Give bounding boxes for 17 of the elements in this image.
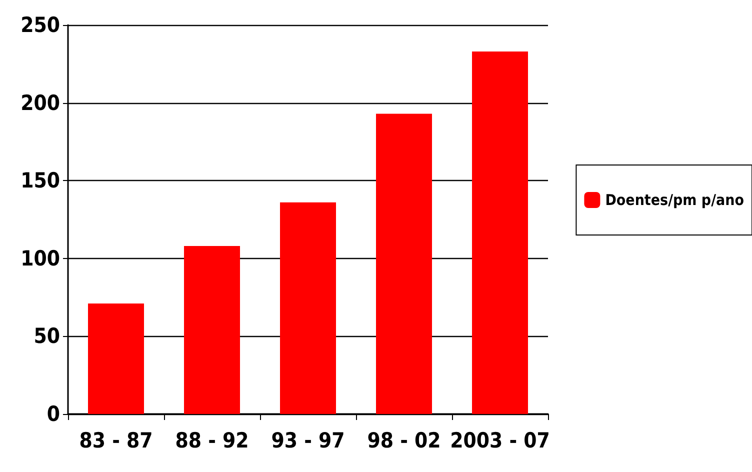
y-tick-label: 250	[20, 13, 60, 37]
bar	[376, 114, 432, 414]
x-tick-label: 2003 - 07	[450, 428, 550, 452]
x-tick-label: 93 - 97	[271, 428, 345, 452]
x-tick-label: 98 - 02	[367, 428, 441, 452]
y-tick-label: 50	[34, 324, 60, 348]
y-tick-label: 150	[20, 168, 60, 193]
bar	[472, 51, 528, 414]
bar	[184, 246, 240, 414]
y-tick-label: 100	[20, 246, 60, 270]
x-tick-label: 88 - 92	[175, 428, 249, 452]
bar	[280, 202, 336, 414]
x-tick-label: 83 - 87	[79, 428, 153, 452]
y-tick-label: 200	[20, 90, 60, 115]
legend-label: Doentes/pm p/ano	[605, 191, 744, 209]
y-tick-label: 0	[46, 402, 60, 426]
bar	[88, 304, 144, 414]
